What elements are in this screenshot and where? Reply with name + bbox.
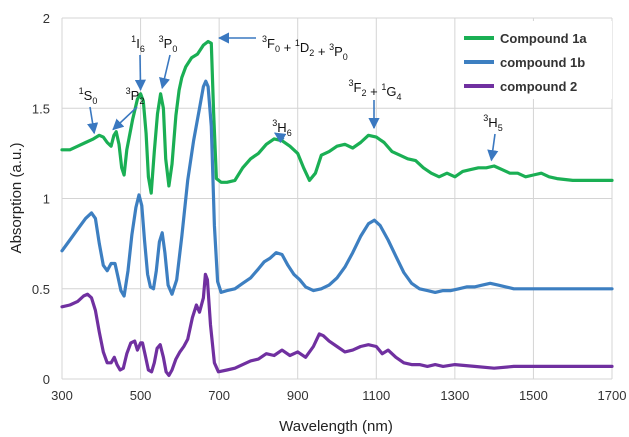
legend-label: compound 1b xyxy=(500,55,585,70)
legend-label: Compound 1a xyxy=(500,31,587,46)
peak-label-long-1: 3F0 + 1D2 + 3P0 xyxy=(262,34,348,62)
x-tick-label: 300 xyxy=(51,388,73,403)
series-line-1 xyxy=(60,39,614,195)
y-tick-label: 1.5 xyxy=(32,101,50,116)
y-tick-labels: 0 0.5 1 1.5 2 xyxy=(32,11,50,387)
annotation-arrow xyxy=(273,132,287,144)
peak-label-long-2: 3F2 + 1G4 xyxy=(349,78,402,102)
y-tick-label: 0.5 xyxy=(32,282,50,297)
peak-label: 3H6 xyxy=(272,118,291,138)
x-tick-label: 1500 xyxy=(519,388,548,403)
x-tick-label: 500 xyxy=(130,388,152,403)
x-tick-label: 700 xyxy=(208,388,230,403)
series-line-2 xyxy=(60,79,614,298)
x-tick-label: 1300 xyxy=(440,388,469,403)
peak-label: 3P2 xyxy=(126,86,145,106)
peak-label: 3H5 xyxy=(483,113,502,133)
peak-label: 1S0 xyxy=(79,86,98,106)
series-group xyxy=(60,39,614,377)
annotation-arrow xyxy=(159,54,171,90)
legend-label: compound 2 xyxy=(500,79,577,94)
annotation-arrow xyxy=(487,133,499,162)
annotation-arrow xyxy=(134,54,147,91)
annotation-arrow xyxy=(87,106,99,135)
y-tick-label: 0 xyxy=(43,372,50,387)
y-axis-title: Absorption (a.u.) xyxy=(8,143,25,254)
x-tick-label: 900 xyxy=(287,388,309,403)
x-tick-labels: 300 500 700 900 1100 1300 1500 1700 xyxy=(51,388,626,403)
y-tick-label: 1 xyxy=(43,192,50,207)
x-tick-label: 1100 xyxy=(362,388,390,403)
x-tick-label: 1700 xyxy=(598,388,627,403)
peak-label: 1I6 xyxy=(131,34,145,54)
annotation-arrow xyxy=(112,106,138,131)
series-line-3 xyxy=(60,272,614,377)
peak-label: 3P0 xyxy=(159,34,178,54)
legend: Compound 1a compound 1b compound 2 xyxy=(456,21,612,99)
y-tick-label: 2 xyxy=(43,11,50,26)
x-axis-title: Wavelength (nm) xyxy=(279,418,393,435)
